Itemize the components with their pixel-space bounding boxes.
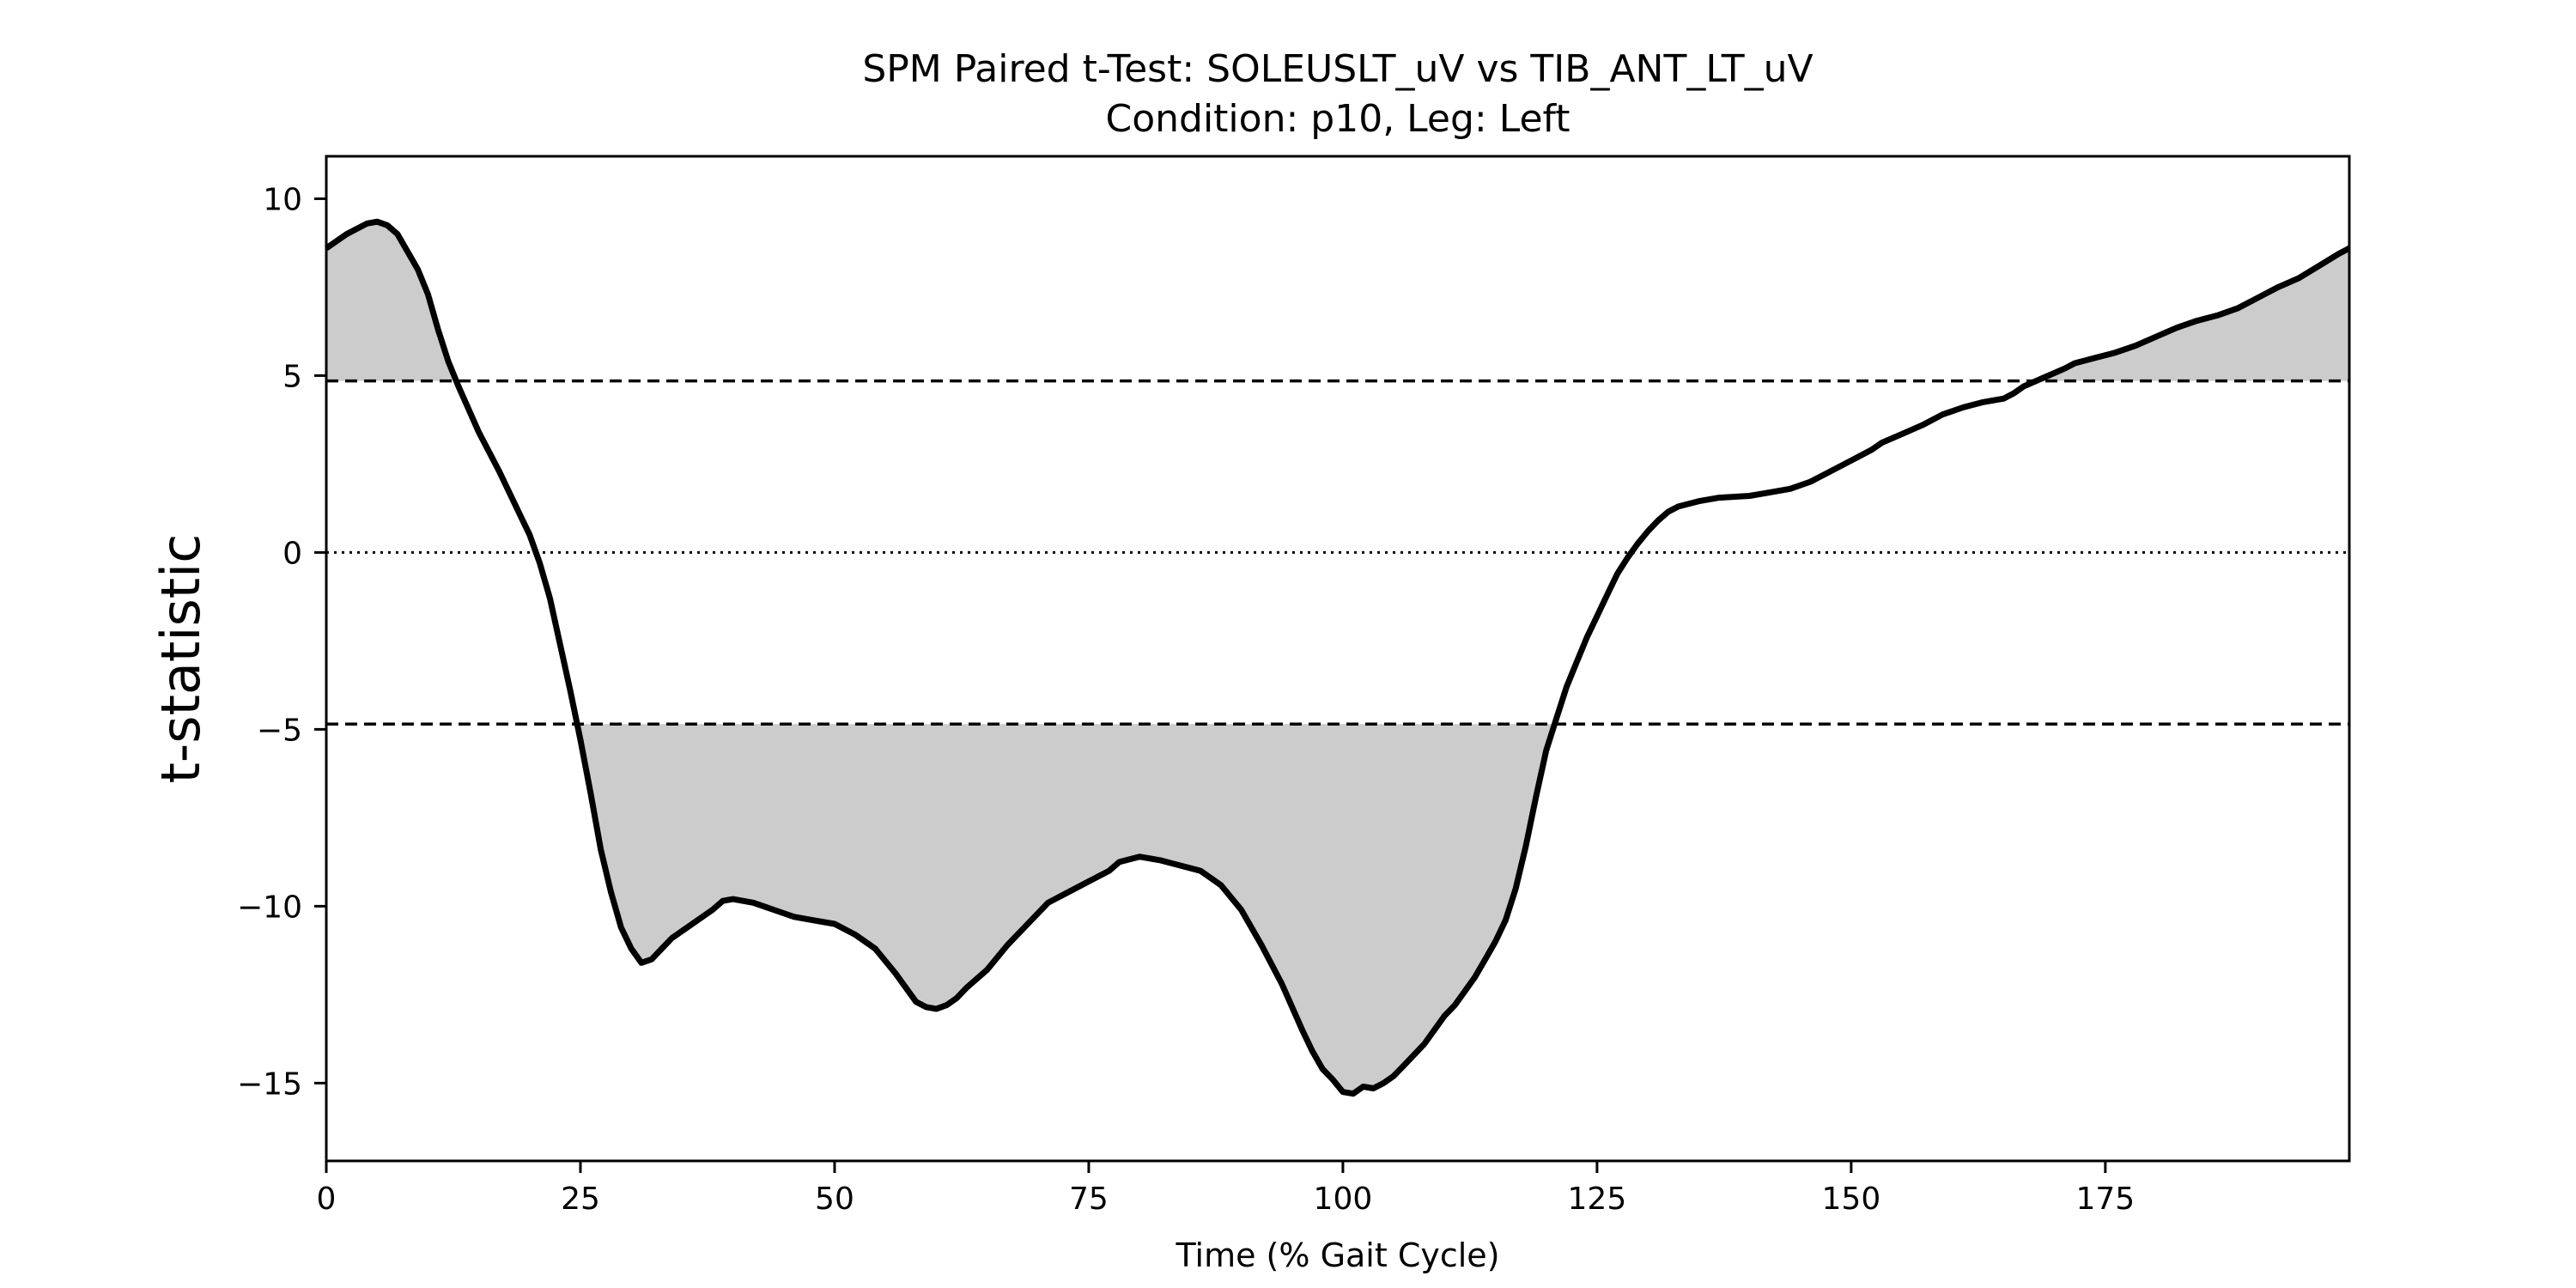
y-axis-label: t-statistic xyxy=(149,534,212,784)
suprathreshold-cluster-negative-0 xyxy=(577,724,1555,1094)
reference-lines xyxy=(326,379,2349,726)
chart-subtitle: Condition: p10, Leg: Left xyxy=(1106,97,1571,141)
y-tick-label: −10 xyxy=(237,890,302,925)
t-statistic-line xyxy=(325,218,2351,1097)
series-layer xyxy=(325,218,2351,1097)
plot-frame xyxy=(325,155,2351,1163)
y-tick-label: −15 xyxy=(237,1066,302,1102)
x-tick-label: 25 xyxy=(561,1182,600,1217)
x-axis-label: Time (% Gait Cycle) xyxy=(1175,1236,1499,1274)
suprathreshold-fill-layer xyxy=(326,222,2349,1094)
y-tick-label: 5 xyxy=(283,359,302,394)
x-tick-label: 50 xyxy=(815,1182,854,1217)
x-tick-label: 175 xyxy=(2076,1182,2136,1217)
chart-title: SPM Paired t-Test: SOLEUSLT_uV vs TIB_AN… xyxy=(862,47,1813,91)
x-tick-label: 125 xyxy=(1568,1182,1627,1217)
x-tick-label: 150 xyxy=(1822,1182,1881,1217)
x-tick-label: 100 xyxy=(1314,1182,1373,1217)
y-tick-label: 10 xyxy=(263,182,302,217)
x-axis: 0 25 50 75 100 125 150 175 xyxy=(317,1161,2136,1217)
suprathreshold-cluster-positive-1 xyxy=(2036,248,2349,381)
suprathreshold-cluster-positive-0 xyxy=(326,222,457,381)
x-tick-label: 75 xyxy=(1069,1182,1109,1217)
x-tick-label: 0 xyxy=(317,1182,337,1217)
y-tick-label: 0 xyxy=(283,536,302,571)
y-tick-label: −5 xyxy=(257,713,302,748)
y-axis: 10 5 0 −5 −10 −15 xyxy=(237,182,326,1102)
